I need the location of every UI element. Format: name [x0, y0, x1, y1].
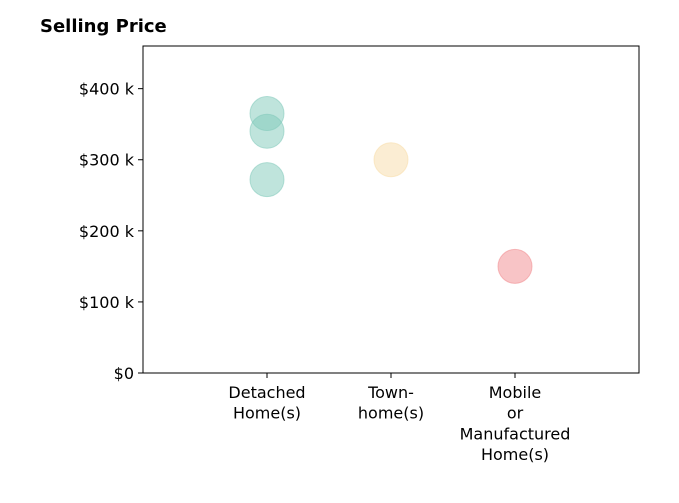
points-layer	[249, 96, 533, 284]
data-point	[373, 142, 409, 178]
y-tick-label: $400 k	[79, 80, 135, 99]
plot-frame	[142, 45, 640, 374]
data-point	[497, 248, 533, 284]
x-tick-label-line: Home(s)	[233, 404, 301, 423]
y-tick-label: $100 k	[79, 293, 135, 312]
x-tick-label-line: Mobile	[489, 383, 541, 402]
y-tick-label: $0	[114, 364, 134, 383]
chart-title: Selling Price	[40, 16, 167, 37]
y-tick-label: $200 k	[79, 222, 135, 241]
x-tick-label-line: home(s)	[358, 404, 424, 423]
x-tick-label-line: Detached	[228, 383, 305, 402]
x-tick-label: Mobile or Manufactured Home(s)	[460, 383, 571, 464]
y-tick-label: $300 k	[79, 151, 135, 170]
x-tick-label: Detached Home(s)	[228, 383, 305, 423]
data-point	[249, 162, 285, 198]
x-tick-label: Town-home(s)	[358, 383, 424, 423]
y-axis: $0 $100 k $200 k $300 k $400 k	[79, 80, 143, 383]
data-point	[249, 113, 285, 149]
x-tick-label-line: Manufactured	[460, 424, 571, 443]
x-tick-label-line: or	[507, 404, 524, 423]
x-axis: Detached Home(s) Town-home(s) Mobile or Manuf…	[228, 373, 570, 464]
x-tick-label-line: Home(s)	[481, 445, 549, 464]
x-tick-label-line: Town-	[367, 383, 414, 402]
